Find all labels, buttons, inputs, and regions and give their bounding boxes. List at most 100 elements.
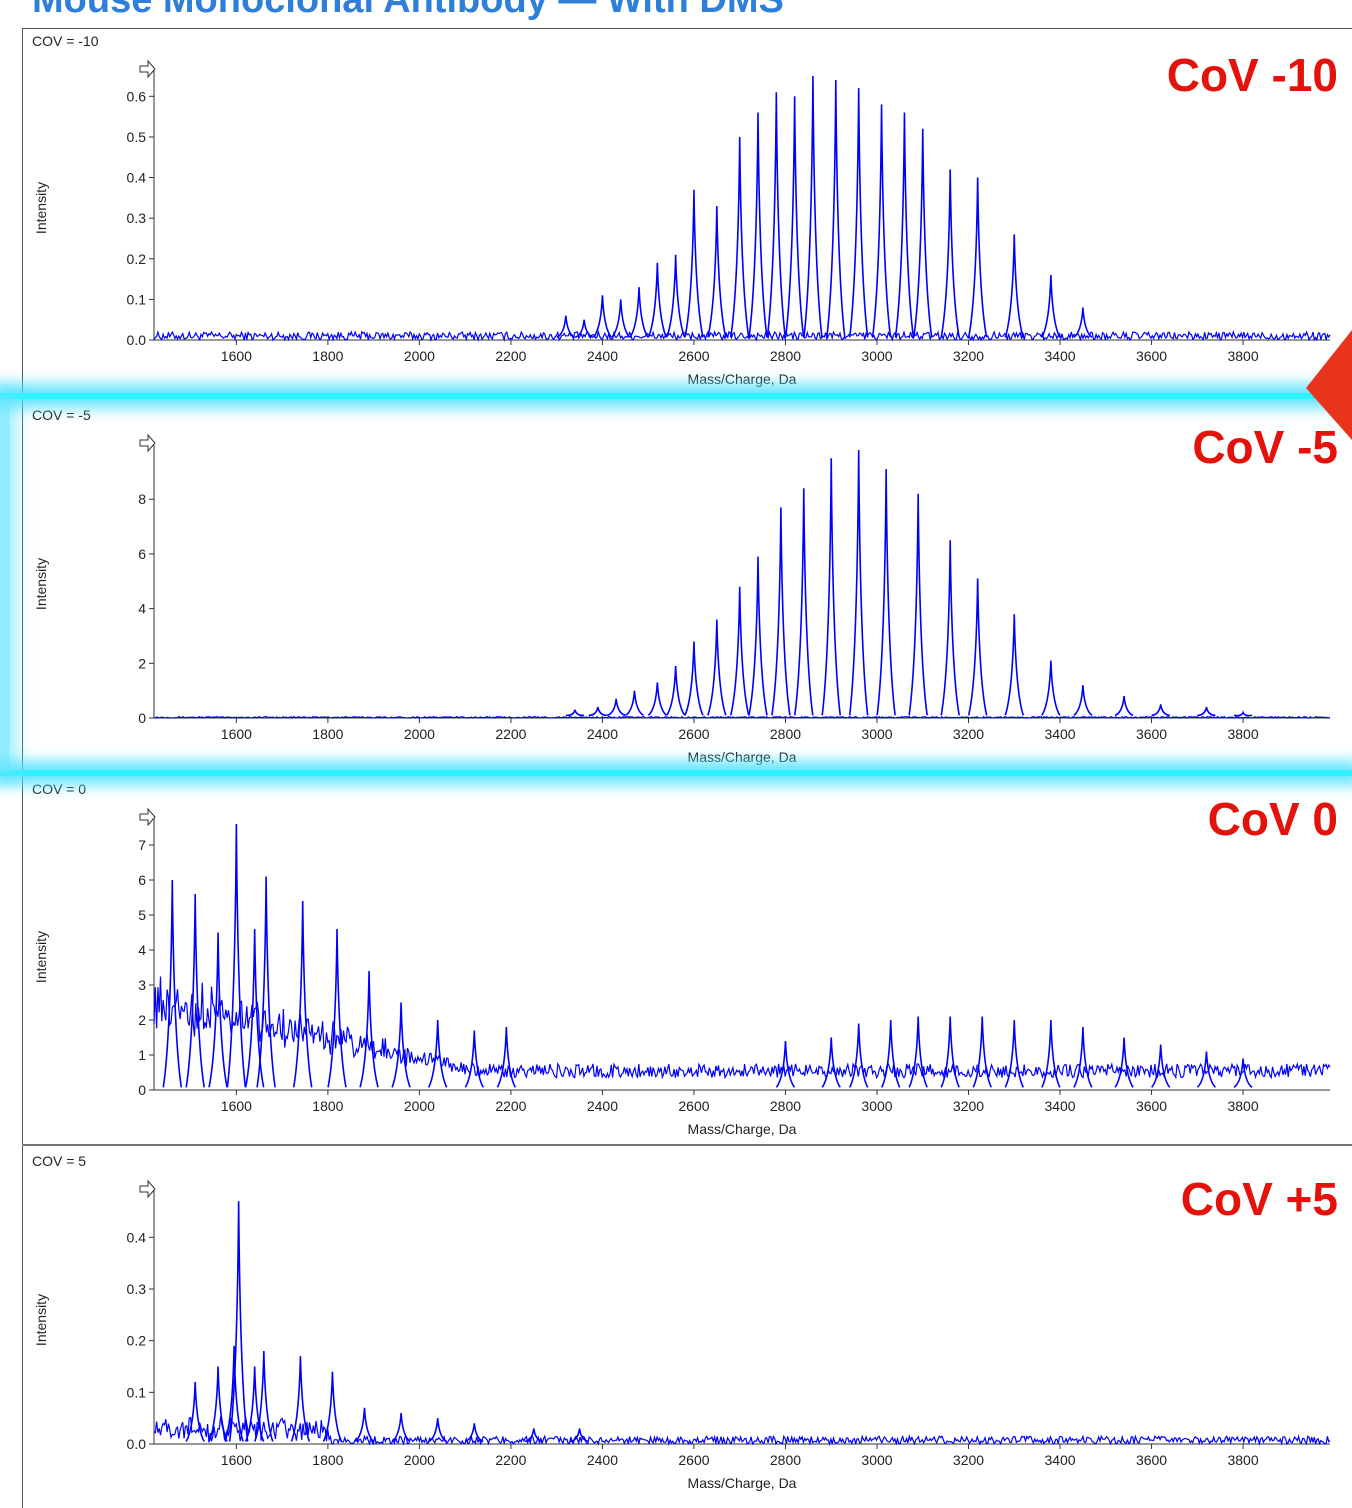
spectrum-plot: 0 1 2 3 4 5 6 7 1600 1800 2000 2200 2400 2600 2800 3000… — [33, 807, 1331, 1137]
spectrum-peak — [1196, 1051, 1217, 1088]
y-tick-label: 1 — [138, 1047, 146, 1063]
spectrum-peak — [290, 1356, 311, 1442]
x-tick-label: 3800 — [1227, 1452, 1258, 1468]
spectrum-peak — [185, 1381, 205, 1442]
spectrum-peak — [588, 706, 607, 717]
spectrum-peak — [162, 879, 183, 1088]
highlight-band-bottom — [0, 770, 1352, 776]
spectrum-peak — [748, 112, 768, 338]
spectrum-peak — [894, 112, 915, 338]
spectrum-plot: 0.0 0.1 0.2 0.3 0.4 0.5 0.6 1600 1800 2000 2200 240… — [33, 59, 1331, 387]
y-tick-label: 2 — [138, 1012, 146, 1028]
highlight-band-left — [0, 396, 10, 773]
spectrum-peak — [629, 287, 649, 338]
spectrum-peak — [327, 928, 347, 1088]
spectrum-peak — [771, 507, 791, 716]
spectrum-peak — [826, 80, 846, 338]
x-tick-label: 1800 — [312, 1098, 343, 1114]
x-tick-label: 3000 — [861, 1098, 892, 1114]
spectrum-peak — [1041, 660, 1061, 716]
panel-label: COV = -10 — [32, 33, 99, 49]
spectrum-peak — [912, 128, 933, 338]
spectrum-trace — [153, 329, 1331, 343]
y-axis-label: Intensity — [33, 931, 49, 983]
x-tick-label: 2600 — [678, 1452, 709, 1468]
x-tick-label: 3200 — [953, 726, 984, 742]
spectrum-peak — [1073, 307, 1093, 339]
spectrum-peak — [244, 1366, 265, 1442]
x-tick-label: 3400 — [1044, 726, 1075, 742]
spectrum-peak — [592, 295, 613, 338]
page-title: Mouse Monoclonal Antibody — With DMS — [32, 0, 784, 21]
y-tick-label: 0.1 — [127, 1384, 147, 1400]
spectrum-peak — [940, 1016, 960, 1088]
x-tick-label: 2200 — [495, 726, 526, 742]
x-tick-label: 3200 — [953, 1452, 984, 1468]
x-tick-label: 2800 — [770, 726, 801, 742]
spectrum-peak — [565, 709, 585, 717]
x-tick-label: 2200 — [495, 348, 526, 364]
x-tick-label: 3400 — [1044, 348, 1075, 364]
x-tick-label: 2800 — [770, 1098, 801, 1114]
x-tick-label: 1800 — [312, 348, 343, 364]
spectrum-plot: 0.0 0.1 0.2 0.3 0.4 1600 1800 2000 2200 2400 2600 2… — [33, 1179, 1331, 1491]
y-tick-label: 0.3 — [127, 210, 147, 226]
spectrum-plot: 0 2 4 6 8 1600 1800 2000 2200 2400 2600 2800 3000 320… — [33, 433, 1331, 765]
spectrum-peak — [967, 177, 988, 338]
spectrum-peak — [1151, 704, 1170, 717]
spectrum-peak — [208, 1366, 228, 1442]
spectrum-peak — [729, 136, 750, 338]
spectrum-peak — [464, 1423, 484, 1443]
spectrum-peak — [766, 92, 787, 338]
x-axis-label: Mass/Charge, Da — [688, 371, 797, 387]
y-axis-label: Intensity — [33, 1294, 49, 1346]
spectrum-peak — [524, 1428, 544, 1443]
y-tick-label: 6 — [138, 872, 146, 888]
spectrum-peak — [848, 449, 869, 716]
zoom-cursor-icon — [139, 807, 156, 827]
spectrum-peak — [1114, 696, 1134, 717]
spectrum-peak — [496, 1026, 517, 1088]
x-tick-label: 3800 — [1227, 1098, 1258, 1114]
spectrum-peak — [1114, 1037, 1134, 1088]
panel-label: COV = -5 — [32, 407, 91, 423]
spectrum-peak — [606, 698, 626, 717]
spectrum-peak — [224, 1345, 244, 1442]
spectrum-panel-cov-plus-5: COV = 5 0.0 0.1 0.2 0.3 0.4 1600 1800 2000 2200 2… — [22, 1150, 1352, 1496]
cov-badge: CoV 0 — [1207, 793, 1338, 845]
spectrum-peak — [359, 970, 379, 1088]
spectrum-peak — [185, 893, 205, 1088]
x-tick-label: 3000 — [861, 1452, 892, 1468]
y-tick-label: 0.4 — [127, 170, 147, 186]
spectrum-peak — [1073, 1026, 1093, 1088]
y-tick-label: 4 — [138, 601, 146, 617]
spectrum-peak — [1151, 1044, 1171, 1088]
spectrum-peak — [748, 556, 768, 716]
y-tick-label: 0.5 — [127, 129, 147, 145]
spectrum-peak — [208, 932, 228, 1088]
spectrum-peak — [665, 666, 686, 716]
spectrum-trace — [153, 715, 1331, 719]
spectrum-peak — [1233, 710, 1253, 717]
spectrum-panel-cov-0: COV = 0 0 1 2 3 4 5 6 7 1600 1800 2000 2200 2400 2600… — [22, 778, 1352, 1142]
spectrum-peak — [940, 540, 960, 716]
x-axis-label: Mass/Charge, Da — [688, 749, 797, 765]
x-tick-label: 1600 — [221, 348, 252, 364]
spectrum-peak — [256, 876, 276, 1088]
spectrum-peak — [1197, 706, 1216, 717]
y-tick-label: 8 — [138, 491, 146, 507]
x-tick-label: 2400 — [587, 348, 618, 364]
y-tick-label: 7 — [138, 837, 146, 853]
x-tick-label: 3800 — [1227, 726, 1258, 742]
x-tick-label: 2000 — [404, 1452, 435, 1468]
x-tick-label: 2000 — [404, 1098, 435, 1114]
x-tick-label: 1800 — [312, 1452, 343, 1468]
spectrum-peak — [647, 262, 668, 338]
spectrum-peak — [684, 641, 704, 716]
spectrum-peak — [1004, 614, 1025, 716]
y-tick-label: 0 — [138, 1082, 146, 1098]
x-tick-label: 2000 — [404, 726, 435, 742]
spectrum-peak — [821, 458, 842, 716]
x-tick-label: 3600 — [1136, 726, 1167, 742]
spectrum-peak — [908, 1016, 928, 1088]
